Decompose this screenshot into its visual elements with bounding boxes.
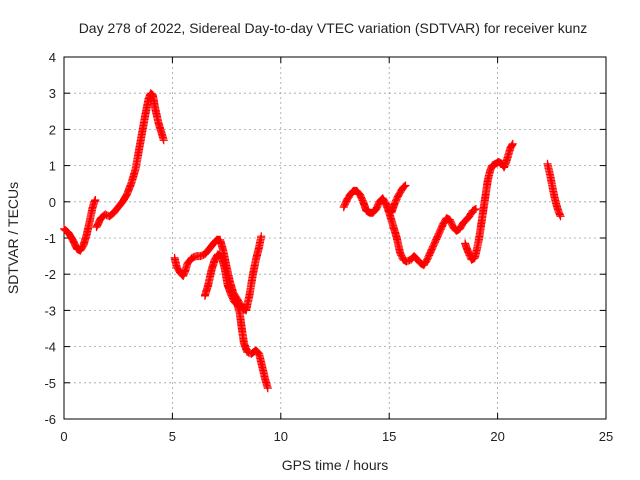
x-tick-label: 15 xyxy=(382,429,396,444)
plus-markers xyxy=(543,159,565,221)
y-tick-label: -4 xyxy=(44,340,56,355)
x-tick-label: 5 xyxy=(169,429,176,444)
y-tick-label: 4 xyxy=(49,50,56,65)
data-segment xyxy=(461,139,517,264)
plus-markers xyxy=(92,89,168,232)
y-axis-title: SDTVAR / TECUs xyxy=(5,182,21,294)
plus-markers xyxy=(200,250,272,393)
data-segment xyxy=(170,232,266,315)
plus-markers xyxy=(339,186,480,270)
plus-markers xyxy=(60,196,100,255)
data-segment xyxy=(339,186,480,270)
y-tick-label: 3 xyxy=(49,86,56,101)
y-tick-label: -5 xyxy=(44,376,56,391)
data-segment xyxy=(387,181,410,217)
y-tick-label: 1 xyxy=(49,159,56,174)
x-tick-label: 20 xyxy=(490,429,504,444)
y-tick-label: -3 xyxy=(44,303,56,318)
y-tick-label: -6 xyxy=(44,412,56,427)
x-axis-title: GPS time / hours xyxy=(282,457,389,473)
tick-labels: 0 5 10 15 20 25 -6 -5 -4 -3 -2 -1 0 1 2 3 4 xyxy=(44,50,613,444)
y-tick-label: 2 xyxy=(49,122,56,137)
data-markers xyxy=(60,89,565,393)
y-tick-label: 0 xyxy=(49,195,56,210)
x-tick-label: 0 xyxy=(60,429,67,444)
chart-title: Day 278 of 2022, Sidereal Day-to-day VTE… xyxy=(79,20,588,36)
grid xyxy=(64,57,606,419)
x-tick-label: 25 xyxy=(599,429,613,444)
plus-markers xyxy=(461,139,517,264)
plus-markers xyxy=(170,232,266,315)
plus-markers xyxy=(387,181,410,217)
y-tick-label: -2 xyxy=(44,267,56,282)
y-tick-label: -1 xyxy=(44,231,56,246)
data-segment xyxy=(543,159,565,221)
data-segment xyxy=(92,89,168,232)
data-segment xyxy=(60,196,100,255)
ticks xyxy=(63,56,607,420)
data-segment xyxy=(200,250,272,393)
x-tick-label: 10 xyxy=(274,429,288,444)
